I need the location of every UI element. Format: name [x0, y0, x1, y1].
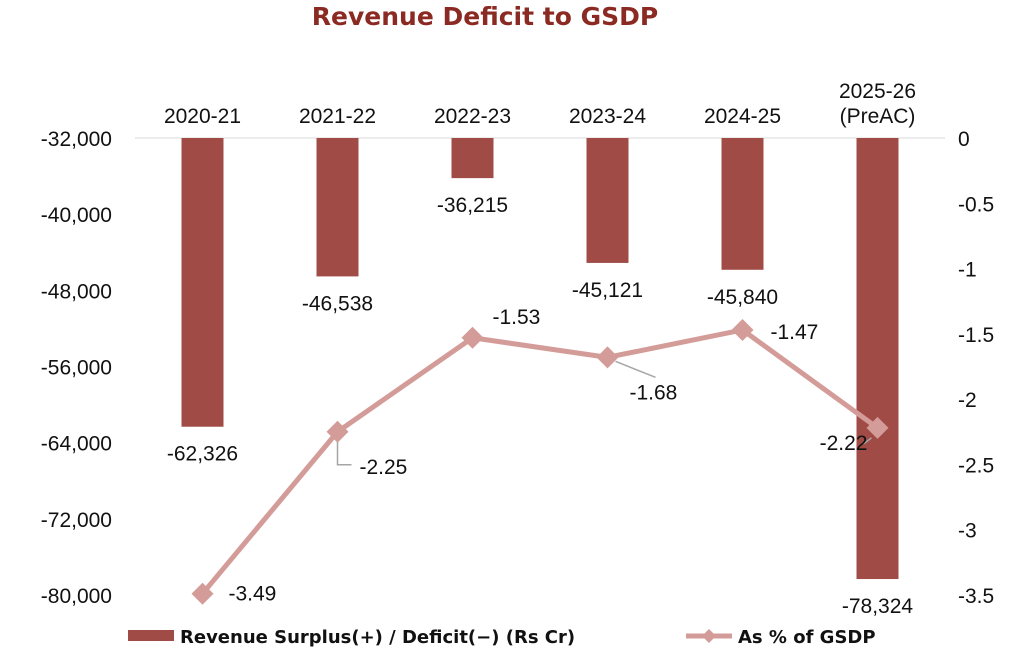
- y-left-tick-label: -32,000: [41, 128, 112, 151]
- legend-label-line: As % of GSDP: [738, 627, 876, 648]
- x-tick-label: (PreAC): [840, 105, 916, 128]
- y-right-tick-label: 0: [958, 128, 970, 151]
- bar-data-label: -45,840: [707, 286, 778, 309]
- line-data-label: -1.53: [493, 306, 541, 329]
- line-point-marker: [191, 582, 214, 605]
- data-label-leader-line: [336, 441, 352, 466]
- line-data-label: -1.47: [771, 321, 819, 344]
- bar-data-label: -78,324: [842, 595, 914, 618]
- legend-label-bar: Revenue Surplus(+) / Deficit(−) (Rs Cr): [180, 627, 575, 648]
- y-right-tick-label: -2.5: [958, 454, 994, 477]
- line-data-label: -3.49: [229, 583, 277, 606]
- bar: [721, 138, 764, 270]
- legend-swatch-bar: [128, 630, 174, 641]
- y-left-tick-label: -40,000: [41, 204, 112, 227]
- y-left-tick-label: -64,000: [41, 433, 112, 456]
- bar: [586, 138, 629, 263]
- line-point-marker: [596, 346, 619, 369]
- line-point-marker: [866, 416, 889, 439]
- data-label-leader-line: [615, 360, 656, 379]
- data-label-leader-line: [863, 437, 872, 445]
- x-tick-label: 2022-23: [434, 105, 511, 128]
- bar-data-label: -45,121: [572, 279, 643, 302]
- line-point-marker: [731, 318, 754, 341]
- bar: [856, 138, 899, 580]
- chart-title: Revenue Deficit to GSDP: [311, 2, 659, 31]
- y-left-tick-label: -72,000: [41, 509, 112, 532]
- x-tick-label: 2024-25: [704, 105, 781, 128]
- y-left-tick-label: -56,000: [41, 357, 112, 380]
- y-left-tick-label: -80,000: [41, 585, 112, 608]
- line-series: [200, 327, 879, 596]
- bar-data-label: -36,215: [437, 194, 508, 217]
- y-right-tick-label: -1: [958, 259, 977, 282]
- bar: [316, 138, 359, 277]
- bar: [451, 138, 494, 179]
- line-point-marker: [326, 420, 349, 443]
- y-right-tick-label: -2: [958, 389, 977, 412]
- line-data-label: -2.22: [820, 432, 868, 455]
- y-right-tick-label: -3: [958, 520, 977, 543]
- legend-swatch-diamond: [702, 629, 716, 643]
- bar: [181, 138, 224, 427]
- line-data-label: -1.68: [630, 381, 678, 404]
- y-right-tick-label: -1.5: [958, 324, 994, 347]
- x-tick-label: 2021-22: [299, 105, 376, 128]
- line-point-marker: [461, 326, 484, 349]
- x-tick-label: 2025-26: [839, 80, 916, 103]
- y-right-tick-label: -0.5: [958, 193, 994, 216]
- x-tick-label: 2023-24: [569, 105, 646, 128]
- y-left-tick-label: -48,000: [41, 280, 112, 303]
- y-right-tick-label: -3.5: [958, 585, 994, 608]
- line-data-label: -2.25: [360, 456, 408, 479]
- bar-data-label: -62,326: [167, 443, 238, 466]
- x-tick-label: 2020-21: [164, 105, 241, 128]
- bar-data-label: -46,538: [302, 292, 373, 315]
